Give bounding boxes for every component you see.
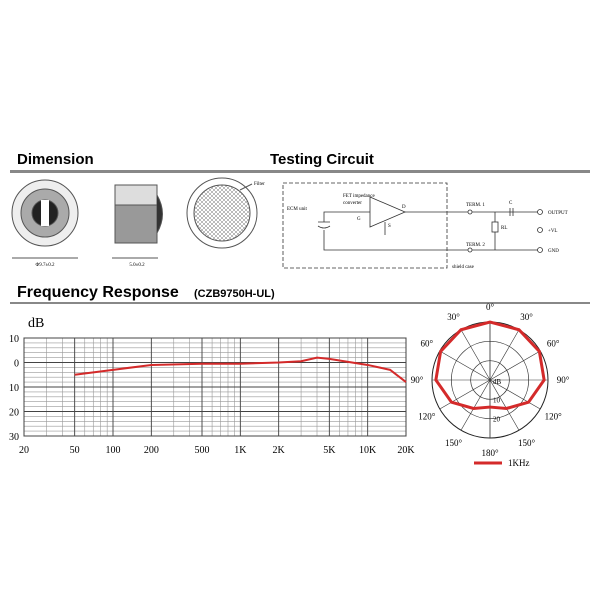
dimension-label: Φ9.7±0.2 [36, 263, 55, 268]
x-tick-label: 20 [19, 445, 29, 456]
x-tick-label: 2K [273, 445, 286, 456]
angle-label: 120° [545, 412, 563, 422]
angle-label: 90° [411, 375, 424, 385]
y-tick-label: 10 [9, 383, 19, 394]
x-tick-label: 100 [106, 445, 121, 456]
divider [10, 170, 590, 173]
circuit-label: C [509, 201, 513, 206]
legend-label: 1KHz [508, 458, 530, 468]
angle-label: 0° [486, 302, 495, 312]
circuit-label: G [357, 217, 361, 222]
x-tick-label: 500 [195, 445, 210, 456]
filter-label: Filter [254, 182, 265, 187]
response-line [74, 356, 407, 383]
circuit-label: OUTPUT [548, 211, 568, 216]
polar-pattern [434, 320, 546, 410]
circuit-label: S [388, 224, 391, 229]
polar-spoke [439, 379, 491, 410]
polar-spoke [439, 350, 491, 381]
angle-label: 120° [418, 412, 436, 422]
circuit [282, 182, 543, 269]
y-tick-label: 0 [14, 359, 19, 370]
divider [10, 302, 590, 304]
angle-label: 150° [518, 438, 536, 448]
x-tick-label: 200 [144, 445, 159, 456]
polar-spoke [460, 329, 491, 381]
circuit-label: RL [501, 226, 507, 231]
polar-chart: 10 20 dB 0° 30° 30° 60° 60° 90° 90° 120° 120° 150° 15… [411, 302, 570, 468]
x-tick-label: 5K [323, 445, 336, 456]
r-tick-label: 10 [493, 396, 501, 404]
angle-label: 30° [520, 312, 533, 322]
y-tick-label: 10 [9, 334, 19, 345]
angle-label: 60° [547, 339, 560, 349]
circuit-label: +VL [548, 229, 558, 234]
polar-spoke [489, 350, 541, 381]
y-tick-label: 20 [9, 408, 19, 419]
x-tick-label: 20K [397, 445, 415, 456]
polar-spoke [489, 379, 541, 410]
polar-spoke [489, 329, 520, 381]
filter-view [186, 177, 258, 249]
circuit-label: TERM. 1 [466, 203, 485, 208]
r-axis-label: dB [493, 378, 502, 386]
circuit-label: converter [343, 201, 362, 206]
circuit-label: shield case [452, 265, 475, 270]
model-label: (CZB9750H-UL) [194, 288, 275, 300]
y-axis-label: dB [28, 316, 44, 331]
angle-label: 30° [447, 312, 460, 322]
angle-label: 90° [557, 375, 570, 385]
side-view [112, 184, 163, 259]
r-tick-label: 20 [493, 416, 501, 424]
polar-spoke [460, 379, 491, 431]
section-title: Dimension [17, 151, 94, 168]
x-tick-label: 1K [234, 445, 247, 456]
y-tick-label: 30 [9, 432, 19, 443]
circuit-label: D [402, 205, 406, 210]
dimension-label: 5.0±0.2 [129, 263, 145, 268]
circuit-label: ECM unit [287, 207, 307, 212]
x-tick-label: 50 [70, 445, 80, 456]
angle-label: 180° [481, 448, 499, 458]
angle-label: 150° [445, 438, 463, 448]
section-title: Frequency Response [17, 284, 179, 301]
polar-spoke [489, 379, 520, 431]
circuit-label: TERM. 2 [466, 243, 485, 248]
circuit-label: GND [548, 249, 559, 254]
angle-label: 60° [420, 339, 433, 349]
section-title: Testing Circuit [270, 151, 374, 168]
circuit-label: FET impedance [343, 194, 375, 199]
front-view [11, 179, 79, 259]
x-tick-label: 10K [359, 445, 377, 456]
